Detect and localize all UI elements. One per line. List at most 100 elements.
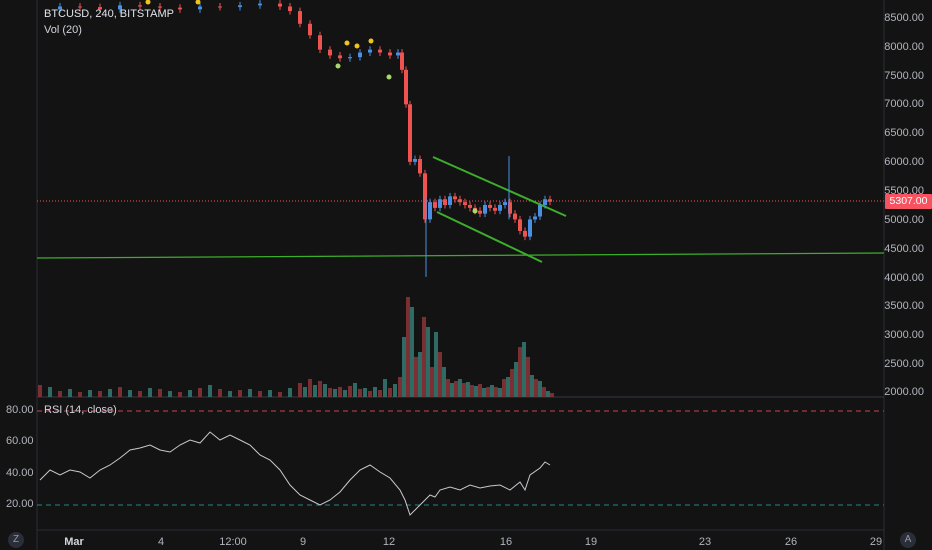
candle-body [498, 205, 502, 211]
volume-bar [373, 387, 377, 397]
volume-bar [318, 381, 322, 397]
candle-body [218, 6, 222, 8]
candle-body [58, 6, 62, 10]
rsi-tick-label: 20.00 [6, 498, 34, 510]
volume-bar [188, 390, 192, 397]
auto-scale-button[interactable]: A [900, 532, 916, 548]
signal-dot [145, 0, 151, 5]
channel-upper-line [432, 156, 567, 217]
volume-indicator-label[interactable]: Vol (20) [44, 24, 82, 36]
candle-body [528, 219, 532, 237]
volume-bar [128, 390, 132, 397]
volume-bar [422, 317, 426, 397]
volume-bar [343, 390, 347, 397]
volume-bar [446, 379, 450, 397]
volume-bar [38, 385, 42, 397]
volume-bar [323, 384, 327, 397]
volume-bar [383, 379, 387, 397]
price-tick-label: 5000.00 [884, 214, 924, 226]
rsi-tick-label: 60.00 [6, 435, 34, 447]
volume-bar [414, 357, 418, 397]
volume-bar [208, 385, 212, 397]
candle-body [298, 11, 302, 24]
volume-bar [542, 387, 546, 397]
candle-body [413, 158, 417, 162]
channel-lower-line [436, 211, 543, 263]
volume-bar [118, 387, 122, 397]
volume-bar [478, 384, 482, 397]
candle-body [198, 6, 202, 10]
candle-body [443, 199, 447, 205]
signal-dot [386, 74, 392, 80]
price-tick-label: 3500.00 [884, 300, 924, 312]
volume-bar [168, 391, 172, 397]
time-tick-label: 12:00 [219, 536, 247, 548]
volume-bar [328, 388, 332, 397]
candle-body [428, 202, 432, 220]
volume-bar [458, 379, 462, 397]
rsi-line [39, 431, 551, 516]
volume-bar [506, 377, 510, 397]
volume-bar [494, 387, 498, 397]
time-tick-label: 12 [382, 536, 396, 548]
volume-bar [238, 390, 242, 397]
volume-bar [393, 384, 397, 397]
volume-bar [368, 391, 372, 397]
signal-dot [195, 0, 201, 5]
volume-bar [474, 386, 478, 397]
price-tick-label: 6000.00 [884, 156, 924, 168]
volume-bar [502, 379, 506, 397]
candle-body [533, 216, 537, 220]
volume-bar [434, 332, 438, 397]
support-trendline [36, 252, 885, 259]
candle-body [396, 52, 400, 56]
volume-bar [522, 342, 526, 397]
volume-bar [518, 347, 522, 397]
candle-body [448, 196, 452, 205]
volume-bar [48, 387, 52, 397]
candle-body [503, 202, 507, 205]
price-tick-label: 6500.00 [884, 127, 924, 139]
price-tick-label: 4000.00 [884, 272, 924, 284]
price-tick-label: 7000.00 [884, 98, 924, 110]
time-tick-label: 9 [299, 536, 307, 548]
price-tick-label: 8500.00 [884, 12, 924, 24]
candle-body [138, 5, 142, 7]
volume-bar [482, 388, 486, 397]
symbol-label[interactable]: BTCUSD, 240, BITSTAMP [44, 8, 174, 20]
candle-body [368, 49, 372, 53]
candle-body [543, 199, 547, 205]
volume-bar [108, 389, 112, 397]
volume-bar [378, 390, 382, 397]
volume-bar [178, 392, 182, 397]
time-tick-label: Mar [64, 536, 84, 548]
time-tick-label: 29 [869, 536, 883, 548]
candle-body [318, 35, 322, 50]
volume-bar [268, 390, 272, 397]
time-tick-label: 19 [584, 536, 598, 548]
volume-bar [402, 337, 406, 397]
zoom-button[interactable]: Z [8, 532, 24, 548]
price-tick-label: 7500.00 [884, 70, 924, 82]
volume-bar [158, 389, 162, 397]
volume-bar [88, 390, 92, 397]
candle-body [478, 210, 482, 214]
volume-bar [430, 367, 434, 397]
volume-bar [462, 383, 466, 397]
volume-bar [68, 389, 72, 397]
volume-bar [442, 367, 446, 397]
candle-body [308, 23, 312, 36]
candle-body [348, 57, 352, 59]
price-tick-label: 4500.00 [884, 243, 924, 255]
candle-body [258, 3, 262, 6]
volume-bar [138, 391, 142, 397]
volume-bar [498, 388, 502, 397]
candle-body [468, 205, 472, 208]
volume-bar [466, 382, 470, 397]
price-tick-label: 8000.00 [884, 41, 924, 53]
rsi-tick-label: 80.00 [6, 404, 34, 416]
price-tick-label: 3000.00 [884, 329, 924, 341]
rsi-indicator-label[interactable]: RSI (14, close) [44, 404, 117, 416]
